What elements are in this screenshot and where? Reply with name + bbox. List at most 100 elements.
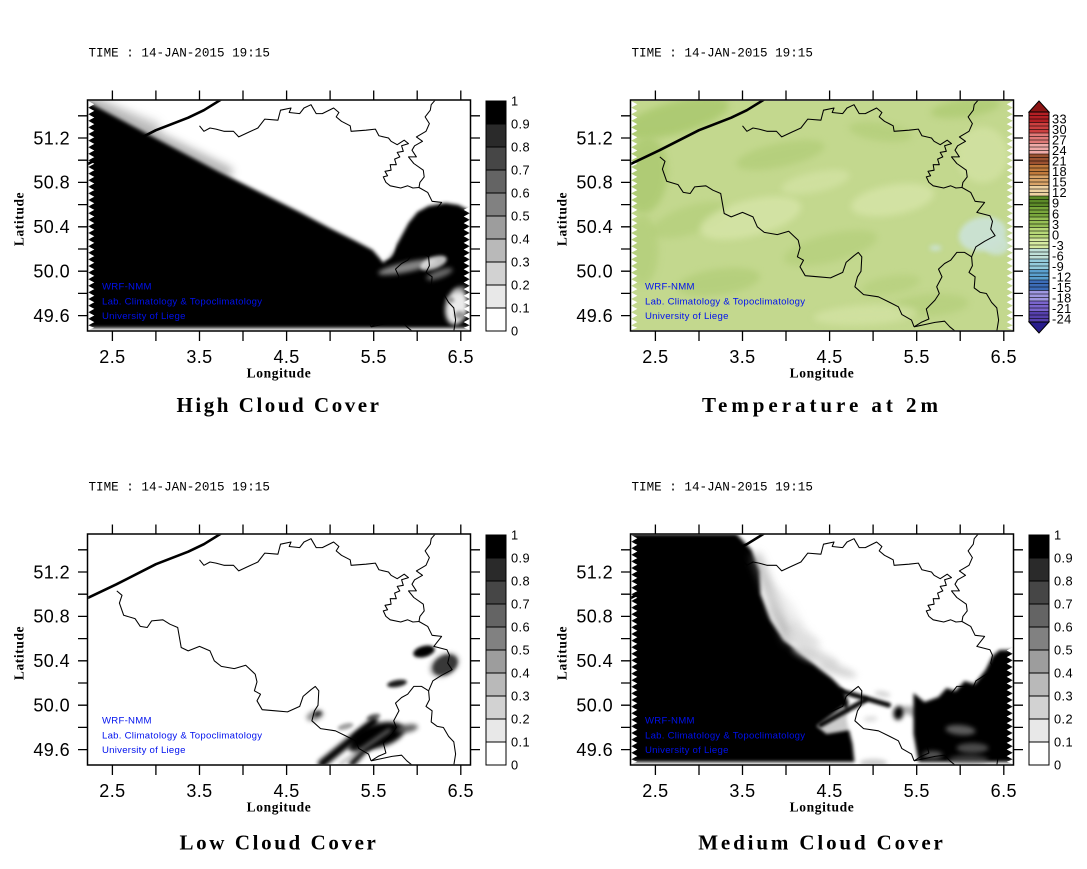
svg-text:30: 30 <box>1052 122 1067 137</box>
svg-text:University of Liege: University of Liege <box>645 311 729 322</box>
svg-text:1: 1 <box>1054 528 1062 543</box>
svg-text:5.5: 5.5 <box>904 347 930 367</box>
svg-text:-15: -15 <box>1052 280 1072 295</box>
svg-text:2.5: 2.5 <box>642 347 668 367</box>
svg-text:3: 3 <box>1052 217 1060 232</box>
svg-text:27: 27 <box>1052 133 1067 148</box>
svg-text:50.0: 50.0 <box>576 262 613 282</box>
svg-text:1: 1 <box>511 528 519 543</box>
svg-text:0.5: 0.5 <box>1054 643 1073 658</box>
svg-text:3.5: 3.5 <box>729 781 755 801</box>
svg-text:50.8: 50.8 <box>33 173 70 193</box>
svg-text:0.4: 0.4 <box>511 232 530 247</box>
svg-text:0.4: 0.4 <box>511 666 530 681</box>
svg-text:50.8: 50.8 <box>576 607 613 627</box>
svg-text:0.3: 0.3 <box>511 255 530 270</box>
svg-text:50.0: 50.0 <box>33 696 70 716</box>
svg-text:1: 1 <box>511 94 519 109</box>
svg-text:0.3: 0.3 <box>511 689 530 704</box>
svg-text:Latitude: Latitude <box>12 192 27 246</box>
svg-text:6: 6 <box>1052 206 1060 221</box>
svg-text:2.5: 2.5 <box>642 781 668 801</box>
svg-text:5.5: 5.5 <box>361 781 387 801</box>
svg-text:0.6: 0.6 <box>511 186 530 201</box>
svg-text:0.5: 0.5 <box>511 209 530 224</box>
svg-text:WRF-NMM: WRF-NMM <box>645 282 695 293</box>
svg-text:University of Liege: University of Liege <box>102 311 186 322</box>
svg-text:49.6: 49.6 <box>33 740 70 760</box>
svg-text:18: 18 <box>1052 164 1067 179</box>
svg-text:-18: -18 <box>1052 291 1072 306</box>
svg-text:-6: -6 <box>1052 248 1064 263</box>
svg-text:0.7: 0.7 <box>1054 597 1073 612</box>
svg-text:Longitude: Longitude <box>247 800 312 815</box>
svg-text:Longitude: Longitude <box>790 366 855 381</box>
svg-text:WRF-NMM: WRF-NMM <box>645 716 695 727</box>
svg-text:-24: -24 <box>1052 312 1072 327</box>
svg-text:Medium Cloud Cover: Medium Cloud Cover <box>698 831 945 855</box>
svg-text:0.5: 0.5 <box>511 643 530 658</box>
svg-text:0.8: 0.8 <box>1054 574 1073 589</box>
svg-text:49.6: 49.6 <box>33 306 70 326</box>
svg-text:0.1: 0.1 <box>511 301 530 316</box>
svg-text:0.9: 0.9 <box>511 117 530 132</box>
svg-text:University of Liege: University of Liege <box>102 745 186 756</box>
svg-text:50.4: 50.4 <box>33 651 70 671</box>
svg-text:21: 21 <box>1052 154 1067 169</box>
svg-text:Longitude: Longitude <box>790 800 855 815</box>
svg-text:TIME : 14-JAN-2015 19:15: TIME : 14-JAN-2015 19:15 <box>632 47 813 61</box>
svg-text:0.9: 0.9 <box>1054 551 1073 566</box>
svg-text:3.5: 3.5 <box>186 347 212 367</box>
svg-text:50.4: 50.4 <box>576 217 613 237</box>
svg-text:0.4: 0.4 <box>1054 666 1073 681</box>
svg-text:0.1: 0.1 <box>1054 735 1073 750</box>
svg-text:2.5: 2.5 <box>99 347 125 367</box>
svg-text:12: 12 <box>1052 185 1067 200</box>
svg-text:TIME : 14-JAN-2015 19:15: TIME : 14-JAN-2015 19:15 <box>89 481 270 495</box>
svg-text:2.5: 2.5 <box>99 781 125 801</box>
svg-text:0.9: 0.9 <box>511 551 530 566</box>
svg-text:-12: -12 <box>1052 269 1072 284</box>
svg-text:-3: -3 <box>1052 238 1064 253</box>
svg-text:0.7: 0.7 <box>511 597 530 612</box>
svg-text:3.5: 3.5 <box>186 781 212 801</box>
svg-text:University of Liege: University of Liege <box>645 745 729 756</box>
svg-text:50.8: 50.8 <box>33 607 70 627</box>
svg-text:51.2: 51.2 <box>576 562 613 582</box>
svg-text:0.2: 0.2 <box>511 712 530 727</box>
svg-text:0.6: 0.6 <box>1054 620 1073 635</box>
svg-text:49.6: 49.6 <box>576 306 613 326</box>
svg-text:0: 0 <box>511 758 519 773</box>
svg-text:TIME : 14-JAN-2015 19:15: TIME : 14-JAN-2015 19:15 <box>632 481 813 495</box>
svg-text:-21: -21 <box>1052 301 1072 316</box>
svg-text:0: 0 <box>1052 227 1060 242</box>
svg-text:Lab. Climatology & Topoclimato: Lab. Climatology & Topoclimatology <box>645 731 805 742</box>
svg-text:Latitude: Latitude <box>12 626 27 680</box>
svg-text:0.3: 0.3 <box>1054 689 1073 704</box>
svg-text:6.5: 6.5 <box>991 781 1017 801</box>
svg-text:0.8: 0.8 <box>511 574 530 589</box>
svg-text:Longitude: Longitude <box>247 366 312 381</box>
svg-text:-9: -9 <box>1052 259 1064 274</box>
svg-text:Low Cloud Cover: Low Cloud Cover <box>180 831 379 855</box>
svg-text:9: 9 <box>1052 196 1060 211</box>
svg-text:0.8: 0.8 <box>511 140 530 155</box>
svg-text:51.2: 51.2 <box>33 128 70 148</box>
svg-text:50.4: 50.4 <box>576 651 613 671</box>
svg-text:5.5: 5.5 <box>904 781 930 801</box>
svg-text:51.2: 51.2 <box>33 562 70 582</box>
svg-text:4.5: 4.5 <box>816 781 842 801</box>
svg-text:6.5: 6.5 <box>448 347 474 367</box>
svg-text:50.8: 50.8 <box>576 173 613 193</box>
svg-text:15: 15 <box>1052 175 1067 190</box>
svg-text:24: 24 <box>1052 143 1067 158</box>
svg-text:6.5: 6.5 <box>991 347 1017 367</box>
svg-text:4.5: 4.5 <box>273 781 299 801</box>
svg-text:Latitude: Latitude <box>555 192 570 246</box>
svg-text:TIME : 14-JAN-2015 19:15: TIME : 14-JAN-2015 19:15 <box>89 47 270 61</box>
svg-text:High Cloud Cover: High Cloud Cover <box>177 393 382 417</box>
svg-text:0.6: 0.6 <box>511 620 530 635</box>
svg-text:51.2: 51.2 <box>576 128 613 148</box>
svg-text:WRF-NMM: WRF-NMM <box>102 716 152 727</box>
svg-text:4.5: 4.5 <box>273 347 299 367</box>
